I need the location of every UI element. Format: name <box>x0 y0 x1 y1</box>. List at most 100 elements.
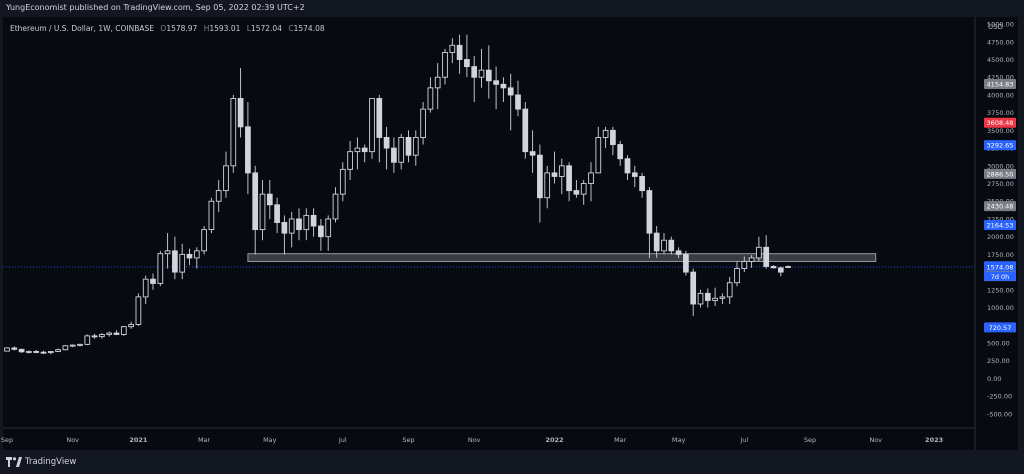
y-tick-label: 0.00 <box>987 375 1001 383</box>
y-tick-label: -500.00 <box>987 410 1012 418</box>
price-badge-label: 1574.08 <box>987 263 1014 271</box>
candle <box>193 250 200 259</box>
candle <box>281 222 288 234</box>
candle <box>223 165 229 192</box>
x-tick-label: Sep <box>402 436 414 444</box>
price-badge-label: 3292.65 <box>987 142 1014 150</box>
low-label: L <box>246 24 251 33</box>
x-tick-label: Mar <box>198 436 211 444</box>
countdown-badge <box>984 271 1016 281</box>
candle <box>339 168 346 195</box>
y-tick-label: 2000.00 <box>987 233 1014 241</box>
candle <box>405 137 412 156</box>
candle <box>383 137 390 149</box>
y-tick-label: 4750.00 <box>987 38 1014 46</box>
candle <box>529 151 536 156</box>
candle <box>245 126 251 174</box>
x-tick-label: Jul <box>739 436 748 444</box>
candle <box>719 296 726 299</box>
candle <box>748 257 755 262</box>
candle <box>391 147 397 163</box>
candle <box>566 165 572 192</box>
candle <box>33 351 40 353</box>
price-badge <box>984 261 1016 272</box>
candle <box>712 297 718 301</box>
candle <box>741 261 748 270</box>
candle <box>47 351 54 353</box>
candle <box>690 271 697 305</box>
candle <box>675 250 682 255</box>
candle <box>361 147 368 153</box>
candle <box>215 190 222 202</box>
candle <box>646 190 653 234</box>
y-tick-label: 3500.00 <box>987 127 1014 135</box>
candle <box>179 253 186 273</box>
candle <box>449 44 456 53</box>
x-tick-label: Sep <box>804 436 816 444</box>
x-tick-label: Nov <box>468 436 481 444</box>
candle <box>777 267 784 273</box>
candle <box>595 137 602 174</box>
candle <box>288 218 295 234</box>
candle <box>478 69 485 78</box>
candle <box>91 335 98 338</box>
price-badge <box>984 78 1016 89</box>
candle <box>442 51 448 78</box>
candle <box>266 193 273 206</box>
price-badge <box>984 322 1016 333</box>
candle <box>332 193 339 220</box>
candle <box>697 292 704 305</box>
tradingview-logo[interactable]: TradingView <box>6 457 76 467</box>
candle <box>420 108 426 138</box>
x-tick-label: Mar <box>614 436 627 444</box>
candle <box>26 351 32 353</box>
candle <box>551 172 558 177</box>
candle <box>99 334 105 338</box>
x-tick-label: 2021 <box>129 436 148 444</box>
close-label: C <box>288 24 294 33</box>
y-tick-label: 1250.00 <box>987 286 1014 294</box>
candle <box>106 332 113 335</box>
candle <box>580 183 587 195</box>
price-badge <box>984 220 1016 231</box>
candle <box>544 172 551 199</box>
candle <box>507 87 514 96</box>
price-badge <box>984 140 1016 151</box>
x-tick-label: Nov <box>869 436 882 444</box>
candle <box>537 154 543 199</box>
candle <box>434 76 441 89</box>
footer-bar <box>0 450 1024 474</box>
candle <box>573 190 580 195</box>
candle <box>40 351 47 354</box>
candle <box>296 218 302 231</box>
tradingview-logo-icon <box>6 457 22 467</box>
x-tick-label: May <box>263 436 277 444</box>
candle <box>259 193 266 231</box>
candle <box>653 232 660 252</box>
candle <box>135 296 142 325</box>
candle <box>62 345 69 351</box>
candle <box>113 332 120 335</box>
publish-info: YungEconomist published on TradingView.c… <box>6 3 305 12</box>
x-tick-label: Sep <box>1 436 13 444</box>
candle <box>252 172 259 231</box>
candle <box>120 326 127 335</box>
candle <box>150 278 156 284</box>
x-tick-label: 2022 <box>545 436 563 444</box>
candle <box>142 278 149 298</box>
candle <box>770 265 777 269</box>
price-badge <box>984 117 1016 128</box>
candle <box>726 282 733 298</box>
candle <box>354 147 361 153</box>
candle <box>704 292 711 301</box>
candle <box>376 98 383 138</box>
candle <box>485 69 492 82</box>
candle <box>471 66 478 78</box>
candle <box>347 151 353 170</box>
y-tick-label: 4500.00 <box>987 56 1014 64</box>
price-badge-label: 720.57 <box>989 324 1012 332</box>
open-label: O <box>160 24 167 33</box>
y-tick-label: 500.00 <box>987 339 1010 347</box>
candle <box>230 98 237 167</box>
